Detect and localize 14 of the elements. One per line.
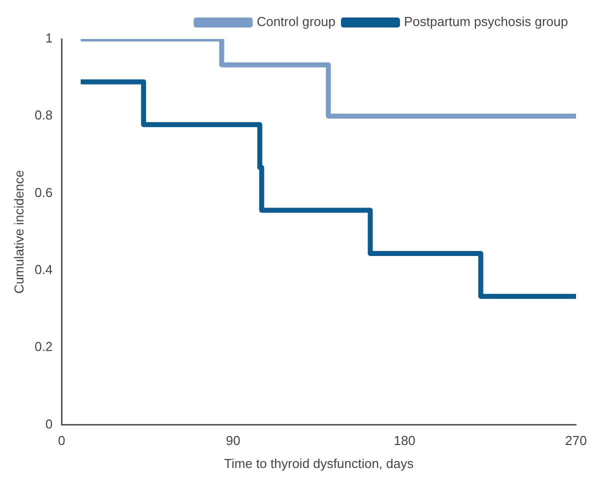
legend-label: Postpartum psychosis group — [404, 14, 568, 30]
x-tick-label: 270 — [565, 433, 587, 448]
x-tick-label: 0 — [58, 433, 66, 448]
y-tick-label: 0 — [45, 416, 53, 432]
y-axis-title: Cumulative incidence — [11, 170, 26, 294]
y-tick-label: 0.8 — [34, 108, 53, 123]
y-tick-label: 0.6 — [34, 184, 53, 200]
x-axis-title: Time to thyroid dysfunction, days — [224, 456, 414, 471]
y-tick-label: 1 — [45, 30, 53, 46]
x-tick-label: 90 — [226, 433, 240, 448]
legend-label: Control group — [256, 14, 336, 30]
x-tick-label: 180 — [394, 433, 416, 448]
y-tick-label: 0.4 — [34, 262, 53, 278]
y-tick-label: 0.2 — [34, 339, 53, 354]
